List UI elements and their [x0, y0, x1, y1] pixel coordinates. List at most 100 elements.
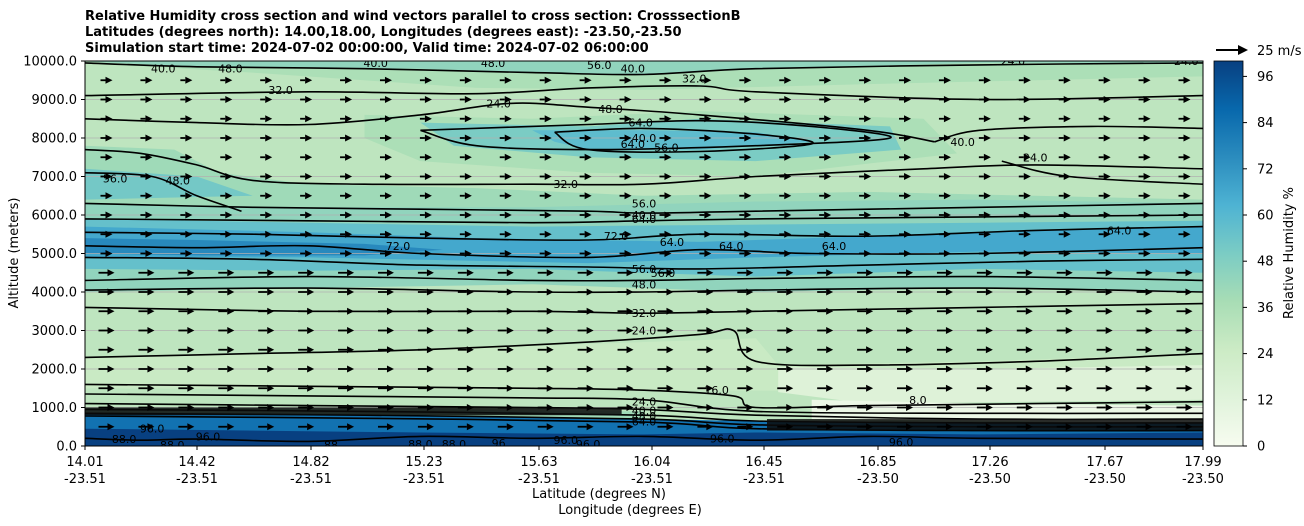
wind-vector	[298, 307, 315, 315]
wind-vector	[699, 134, 712, 142]
wind-vector	[579, 192, 592, 200]
wind-vector	[617, 384, 634, 392]
wind-vector	[699, 76, 712, 84]
wind-vector	[340, 134, 353, 142]
contour-label-39: 48.0	[632, 410, 657, 423]
wind-vector	[218, 307, 235, 315]
wind-vector	[1136, 269, 1153, 277]
wind-vector	[657, 404, 674, 411]
wind-vector	[1058, 230, 1071, 238]
wind-vector	[737, 346, 754, 354]
wind-vector	[976, 327, 993, 334]
wind-vector	[497, 288, 514, 296]
wind-vector	[936, 288, 953, 296]
wind-vector	[1136, 288, 1153, 296]
contour-label-30: 56.0	[632, 263, 657, 276]
wind-vector	[459, 153, 472, 161]
wind-vector	[180, 192, 193, 200]
wind-vector	[976, 423, 993, 431]
wind-vector	[1096, 269, 1113, 277]
x-tick-lon-3: -23.51	[403, 472, 445, 487]
x-tick-lat-3: 15.23	[405, 455, 442, 470]
wind-vector	[899, 76, 912, 84]
wind-vector	[457, 307, 474, 315]
wind-vector	[859, 211, 872, 219]
wind-vector	[617, 288, 634, 296]
wind-vector	[777, 307, 794, 315]
wind-vector	[539, 211, 552, 219]
wind-vector	[98, 307, 115, 315]
colorbar-tick-label-4: 48	[1257, 255, 1274, 270]
wind-vector	[617, 404, 634, 411]
x-tick-lon-6: -23.51	[743, 472, 785, 487]
wind-vector	[697, 423, 714, 431]
wind-vector	[739, 96, 752, 103]
contour-line-15	[85, 287, 1203, 294]
wind-vector	[1138, 250, 1151, 257]
wind-vector	[1176, 404, 1193, 411]
contour-label-42: 96.0	[196, 430, 221, 443]
contour-label-2: 40.0	[363, 57, 388, 70]
wind-vector	[1098, 134, 1111, 142]
wind-vector	[377, 269, 394, 277]
contour-label-22: 56.0	[632, 197, 657, 210]
wind-vector	[300, 173, 313, 180]
wind-vector	[98, 327, 115, 334]
wind-vector	[298, 365, 315, 373]
wind-vector	[659, 173, 672, 180]
wind-vector	[417, 384, 434, 392]
wind-vector	[497, 404, 514, 411]
wind-vector	[260, 76, 273, 84]
wind-vector	[699, 230, 712, 238]
wind-vector	[138, 423, 155, 431]
wind-vector	[1096, 307, 1113, 315]
x-tick-lon-2: -23.51	[290, 472, 332, 487]
contour-label-12: 64.0	[621, 138, 646, 151]
wind-vector	[457, 346, 474, 354]
wind-vector	[98, 269, 115, 277]
wind-vector	[537, 288, 554, 296]
wind-vector	[777, 346, 794, 354]
wind-vectors	[98, 76, 1193, 431]
wind-vector	[338, 327, 355, 334]
wind-vector	[417, 404, 434, 411]
wind-vector	[260, 192, 273, 200]
wind-vector	[657, 384, 674, 392]
wind-vector	[338, 384, 355, 392]
wind-vector	[739, 173, 752, 180]
wind-vector	[976, 288, 993, 296]
wind-vector	[1178, 173, 1191, 180]
wind-vector	[1178, 96, 1191, 103]
wind-vector	[178, 423, 195, 431]
x-tick-lat-7: 16.85	[859, 455, 896, 470]
wind-vector	[138, 307, 155, 315]
wind-vector	[857, 269, 874, 277]
wind-vector	[417, 307, 434, 315]
rh-band-16	[85, 428, 1203, 446]
contour-line-0	[85, 62, 1203, 76]
wind-vector	[140, 211, 153, 219]
wind-vector	[459, 250, 472, 257]
wind-vector	[737, 307, 754, 315]
wind-vector	[978, 153, 991, 161]
contour-label-37: 24.0	[632, 396, 657, 409]
wind-vector	[859, 192, 872, 200]
wind-vector	[1058, 192, 1071, 200]
wind-vector	[1098, 96, 1111, 103]
quiver-key-label: 25 m/s	[1257, 44, 1302, 59]
wind-vector	[659, 96, 672, 103]
wind-vector	[577, 404, 594, 411]
wind-vector	[777, 423, 794, 431]
wind-vector	[1138, 153, 1151, 161]
wind-vector	[978, 76, 991, 84]
wind-vector	[180, 153, 193, 161]
wind-vector	[697, 269, 714, 277]
wind-vector	[699, 192, 712, 200]
wind-vector	[1016, 288, 1033, 296]
wind-vector	[1016, 384, 1033, 392]
wind-vector	[260, 250, 273, 257]
wind-vector	[539, 76, 552, 84]
wind-vector	[817, 307, 834, 315]
wind-vector	[938, 153, 951, 161]
contour-line-17	[85, 328, 1203, 367]
